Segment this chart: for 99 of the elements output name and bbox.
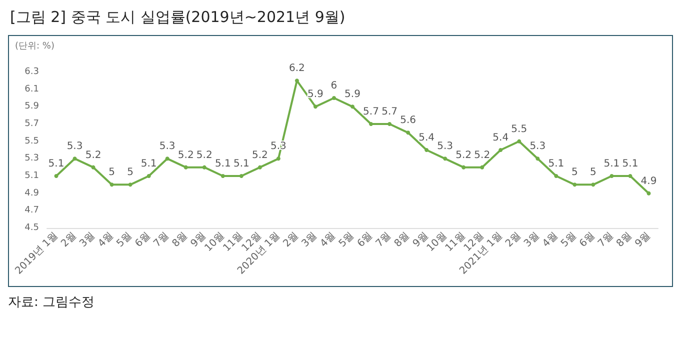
x-tick-label: 7월	[152, 230, 172, 250]
point	[313, 104, 318, 109]
point	[184, 165, 188, 170]
point	[628, 174, 632, 178]
data-label: 5	[108, 167, 115, 178]
point	[72, 156, 77, 161]
point	[572, 182, 577, 187]
point	[146, 174, 151, 178]
point	[369, 122, 374, 126]
data-label: 5	[590, 167, 596, 178]
data-label: 5.2	[474, 150, 490, 161]
x-tick-label: 6월	[578, 230, 598, 250]
y-axis-title: (단위: %)	[15, 42, 54, 52]
point	[406, 130, 410, 135]
point	[258, 165, 262, 170]
point	[443, 156, 448, 161]
data-label: 5.2	[85, 150, 102, 161]
point	[91, 165, 96, 170]
data-label: 5.9	[344, 89, 360, 100]
data-label: 5.1	[548, 158, 564, 170]
x-tick-label: 5월	[559, 230, 579, 250]
x-tick-label: 6월	[133, 230, 153, 250]
data-label: 5	[571, 167, 578, 178]
point	[536, 156, 540, 161]
x-tick-label: 3월	[300, 230, 320, 250]
point	[110, 182, 114, 187]
point	[554, 174, 558, 178]
data-label: 5.3	[66, 141, 83, 152]
x-tick-label: 9월	[633, 230, 653, 250]
point	[220, 174, 225, 178]
x-tick-label: 2월	[504, 230, 524, 250]
data-label: 5.2	[196, 150, 212, 161]
x-tick-label: 8월	[614, 230, 634, 250]
x-tick-label: 4월	[96, 230, 116, 250]
data-label: 5.1	[48, 158, 64, 170]
data-label: 5.1	[214, 158, 231, 170]
x-tick-label: 7월	[596, 230, 616, 250]
data-label: 5.9	[308, 89, 324, 100]
x-tick-label: 6월	[356, 230, 375, 250]
x-tick-label: 2월	[282, 230, 301, 250]
point	[202, 165, 206, 170]
point	[165, 156, 170, 161]
y-tick-label: 5.5	[24, 136, 39, 146]
data-label: 5.1	[140, 158, 157, 170]
data-label: 5.3	[159, 141, 176, 152]
point	[239, 174, 244, 178]
y-tick-label: 6.1	[24, 84, 39, 94]
y-tick-label: 5.9	[24, 102, 40, 112]
data-label: 5.1	[604, 158, 620, 170]
y-tick-label: 5.1	[24, 171, 39, 181]
point	[610, 174, 614, 178]
data-label: 5.1	[622, 158, 638, 170]
point	[424, 148, 429, 152]
data-label: 6.2	[289, 63, 305, 74]
point	[517, 139, 522, 144]
data-label: 5.4	[418, 132, 435, 144]
x-tick-label: 4월	[540, 230, 560, 250]
x-tick-label: 8월	[170, 230, 190, 250]
point	[54, 174, 58, 178]
y-tick-label: 4.9	[24, 188, 40, 198]
x-tick-label: 4월	[318, 230, 338, 250]
point	[591, 182, 596, 187]
point	[350, 104, 354, 109]
x-tick-label: 3월	[78, 230, 98, 250]
y-tick-label: 5.7	[24, 119, 39, 129]
x-tick-label: 3월	[522, 230, 542, 250]
text: 자료: 그림수정	[8, 294, 96, 311]
point	[276, 156, 280, 161]
data-label: 5.2	[252, 150, 268, 161]
point	[498, 148, 503, 152]
y-tick-label: 4.5	[24, 223, 39, 233]
data-label: 5.7	[363, 106, 379, 118]
point	[462, 165, 466, 170]
y-tick-label: 6.3	[24, 67, 39, 77]
data-label: 5.2	[178, 150, 194, 161]
x-tick-label: 8월	[392, 230, 412, 250]
point	[480, 165, 484, 170]
data-label: 5.7	[382, 106, 398, 118]
data-label: 5.2	[456, 150, 472, 161]
data-label: 4.9	[640, 176, 657, 187]
chart-title: [그림 2] 중국 도시 실업률(2019년~2021년 9월)	[10, 8, 346, 27]
x-tick-label: 5월	[114, 230, 134, 250]
data-label: 5.5	[511, 124, 528, 135]
y-tick-label: 5.3	[24, 154, 39, 164]
point	[388, 122, 392, 126]
data-label: 5.6	[400, 115, 416, 126]
point	[128, 182, 132, 187]
data-label: 5.3	[437, 141, 454, 152]
data-label: 5.4	[492, 132, 509, 144]
data-label: 5.3	[530, 141, 546, 152]
y-tick-label: 4.7	[24, 206, 39, 216]
x-tick-label: 5월	[337, 230, 356, 250]
point	[332, 96, 336, 100]
data-label: 6	[330, 80, 338, 92]
x-tick-label: 7월	[374, 230, 394, 250]
data-label: 5	[127, 167, 134, 178]
x-tick-label: 2월	[59, 230, 79, 250]
point	[646, 191, 651, 196]
data-label: 5.1	[233, 158, 250, 170]
